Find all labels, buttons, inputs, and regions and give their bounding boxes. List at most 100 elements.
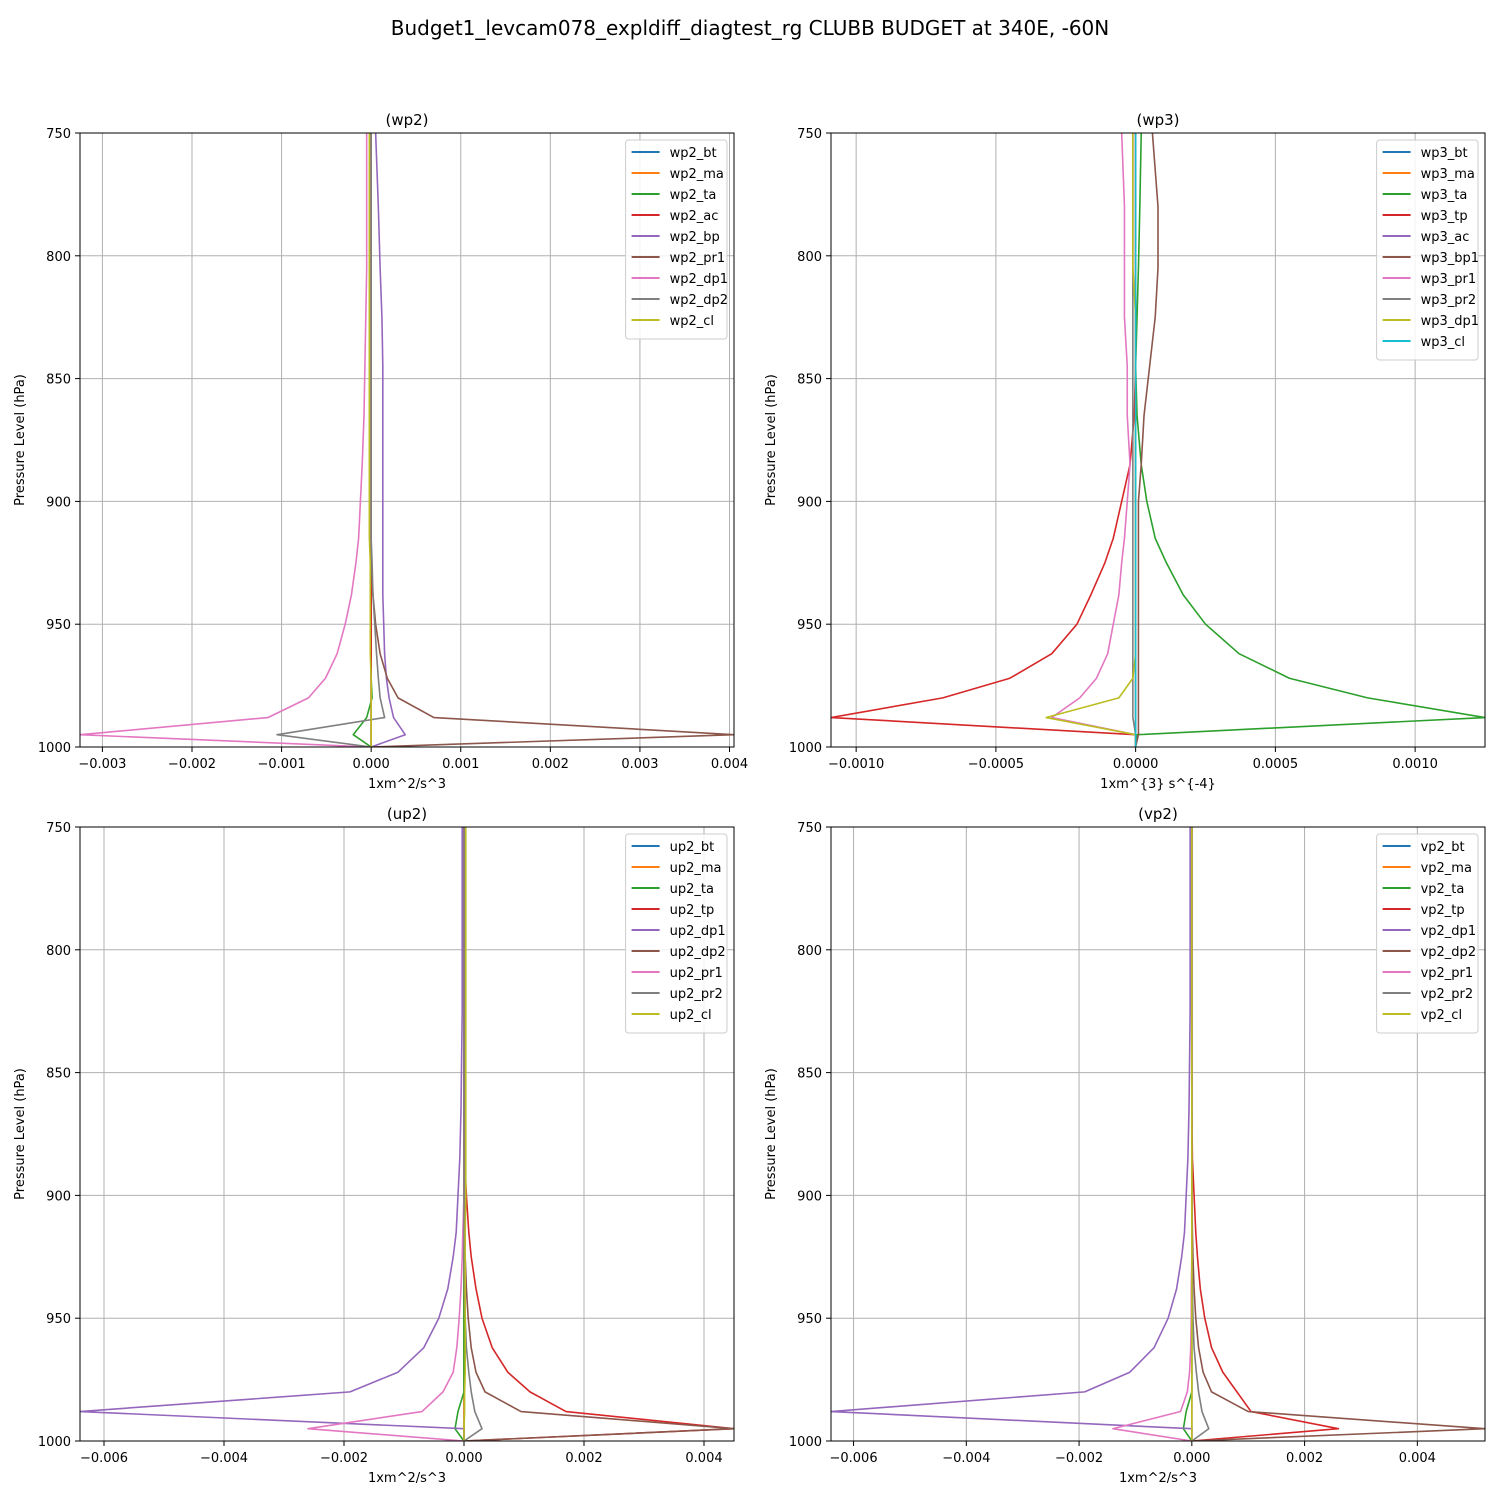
- y-tick-label: 850: [797, 373, 822, 388]
- series-line-wp2_dp2: [276, 133, 386, 747]
- series-line-wp3_bp1: [1134, 133, 1159, 747]
- axes-frame: [830, 826, 1486, 1442]
- y-tick-label: 800: [797, 250, 822, 265]
- y-tick-label: 850: [797, 1067, 822, 1082]
- legend-entry-label: vp2_ta: [1421, 882, 1465, 897]
- y-tick-label: 750: [46, 821, 71, 836]
- legend-entry-label: up2_dp2: [670, 945, 726, 960]
- legend-entry-label: wp3_tp: [1421, 209, 1468, 224]
- series-line-wp3_dp1: [1045, 133, 1137, 747]
- y-tick-label: 850: [46, 373, 71, 388]
- y-tick-label: 800: [46, 250, 71, 265]
- series-line-wp3_tp: [831, 133, 1137, 747]
- x-tick-label: −0.004: [200, 1451, 248, 1466]
- legend-entry-label: vp2_pr1: [1421, 966, 1474, 981]
- x-tick-label: −0.006: [80, 1451, 128, 1466]
- x-tick-label: 0.003: [621, 757, 658, 772]
- x-tick-label: −0.003: [78, 757, 126, 772]
- legend-entry-label: vp2_bt: [1421, 840, 1465, 855]
- legend: vp2_bt vp2_ma vp2_ta vp2_tp vp2_dp1 vp2_dp2vp…: [1376, 833, 1479, 1034]
- legend-entry-label: wp3_bp1: [1421, 251, 1479, 266]
- series-line-wp3_pr2: [1132, 133, 1137, 747]
- y-tick-label: 750: [797, 127, 822, 142]
- legend: up2_bt up2_ma up2_ta up2_tp up2_dp1 up2_dp2up…: [625, 833, 728, 1034]
- figure-title: Budget1_levcam078_expldiff_diagtest_rg C…: [390, 16, 1110, 40]
- x-tick-label: 0.0010: [1392, 757, 1438, 772]
- x-tick-label: 0.000: [445, 1451, 482, 1466]
- panel-title: (wp2): [385, 111, 428, 129]
- axes-frame: [79, 132, 735, 748]
- y-tick-label: 900: [797, 1189, 822, 1204]
- y-tick-label: 750: [797, 821, 822, 836]
- x-tick-label: 0.004: [685, 1451, 722, 1466]
- y-tick-label: 800: [797, 944, 822, 959]
- series-line-wp2_dp1: [80, 133, 372, 747]
- x-tick-label: −0.006: [829, 1451, 877, 1466]
- y-tick-label: 1000: [38, 741, 71, 756]
- series-line-up2_dp1: [80, 827, 465, 1441]
- y-axis-label: Pressure Level (hPa): [764, 374, 779, 506]
- panel-title: (vp2): [1138, 805, 1178, 823]
- legend-entry-label: wp3_pr1: [1421, 272, 1477, 287]
- legend-entry-label: wp2_cl: [670, 314, 714, 329]
- legend-entry-label: vp2_pr2: [1421, 987, 1474, 1002]
- legend-box: [1376, 833, 1479, 1034]
- series-line-vp2_tp: [1191, 827, 1340, 1441]
- series-line-vp2_dp1: [831, 827, 1193, 1441]
- legend-entry-label: wp3_ac: [1421, 230, 1470, 245]
- y-tick-label: 750: [46, 127, 71, 142]
- legend-entry-label: vp2_ma: [1421, 861, 1472, 876]
- legend-entry-label: up2_ma: [670, 861, 722, 876]
- x-tick-label: −0.002: [1055, 1451, 1103, 1466]
- y-tick-label: 950: [46, 1312, 71, 1327]
- x-tick-label: −0.001: [258, 757, 306, 772]
- y-tick-label: 900: [46, 495, 71, 510]
- x-tick-label: 0.0005: [1253, 757, 1299, 772]
- legend-box: [625, 833, 728, 1034]
- x-tick-label: 0.0000: [1113, 757, 1159, 772]
- x-tick-label: 0.002: [532, 757, 569, 772]
- y-tick-label: 950: [797, 1312, 822, 1327]
- axes-frame: [79, 826, 735, 1442]
- legend-entry-label: vp2_cl: [1421, 1008, 1462, 1023]
- chart-panel-1: −0.003 −0.002 −0.001 0.000 0.001 0.002 0.003 0.…: [13, 111, 748, 792]
- legend-entry-label: vp2_dp1: [1421, 924, 1477, 939]
- panel-title: (up2): [387, 805, 427, 823]
- x-tick-label: 0.000: [353, 757, 390, 772]
- x-tick-label: 0.000: [1173, 1451, 1210, 1466]
- legend-entry-label: wp2_dp1: [670, 272, 728, 287]
- y-tick-label: 950: [46, 618, 71, 633]
- legend-entry-label: wp2_pr1: [670, 251, 726, 266]
- legend-entry-label: wp3_bt: [1421, 146, 1468, 161]
- legend-entry-label: wp2_dp2: [670, 293, 728, 308]
- legend-entry-label: up2_pr2: [670, 987, 723, 1002]
- x-tick-label: 0.002: [1286, 1451, 1323, 1466]
- series-line-wp3_pr1: [1050, 133, 1137, 747]
- legend-box: [625, 139, 728, 340]
- legend: wp2_bt wp2_ma wp2_ta wp2_ac wp2_bp wp2_pr1 wp2…: [625, 139, 728, 340]
- legend-entry-label: wp3_dp1: [1421, 314, 1479, 329]
- y-tick-label: 950: [797, 618, 822, 633]
- y-tick-label: 800: [46, 944, 71, 959]
- axes-frame: [830, 132, 1486, 748]
- x-tick-label: −0.0010: [828, 757, 884, 772]
- legend-entry-label: wp2_ac: [670, 209, 719, 224]
- legend-entry-label: up2_cl: [670, 1008, 712, 1023]
- legend: wp3_bt wp3_ma wp3_ta wp3_tp wp3_ac wp3_bp1 wp3…: [1376, 139, 1479, 361]
- legend-entry-label: wp2_bp: [670, 230, 720, 245]
- series-line-vp2_pr2: [1191, 827, 1210, 1441]
- legend-entry-label: vp2_tp: [1421, 903, 1465, 918]
- x-axis-label: 1xm^2/s^3: [368, 1471, 446, 1486]
- legend-entry-label: wp3_cl: [1421, 335, 1465, 350]
- y-tick-label: 1000: [789, 1435, 822, 1450]
- legend-entry-label: wp3_ta: [1421, 188, 1468, 203]
- chart-panel-2: −0.0010 −0.0005 0.0000 0.0005 0.0010 750 800 85…: [764, 111, 1486, 792]
- x-axis-label: 1xm^2/s^3: [1119, 1471, 1197, 1486]
- panel-title: (wp3): [1136, 111, 1179, 129]
- series-line-wp2_bp: [370, 133, 407, 747]
- x-tick-label: −0.0005: [968, 757, 1024, 772]
- legend-entry-label: wp3_pr2: [1421, 293, 1477, 308]
- y-tick-label: 900: [46, 1189, 71, 1204]
- legend-entry-label: wp2_ta: [670, 188, 717, 203]
